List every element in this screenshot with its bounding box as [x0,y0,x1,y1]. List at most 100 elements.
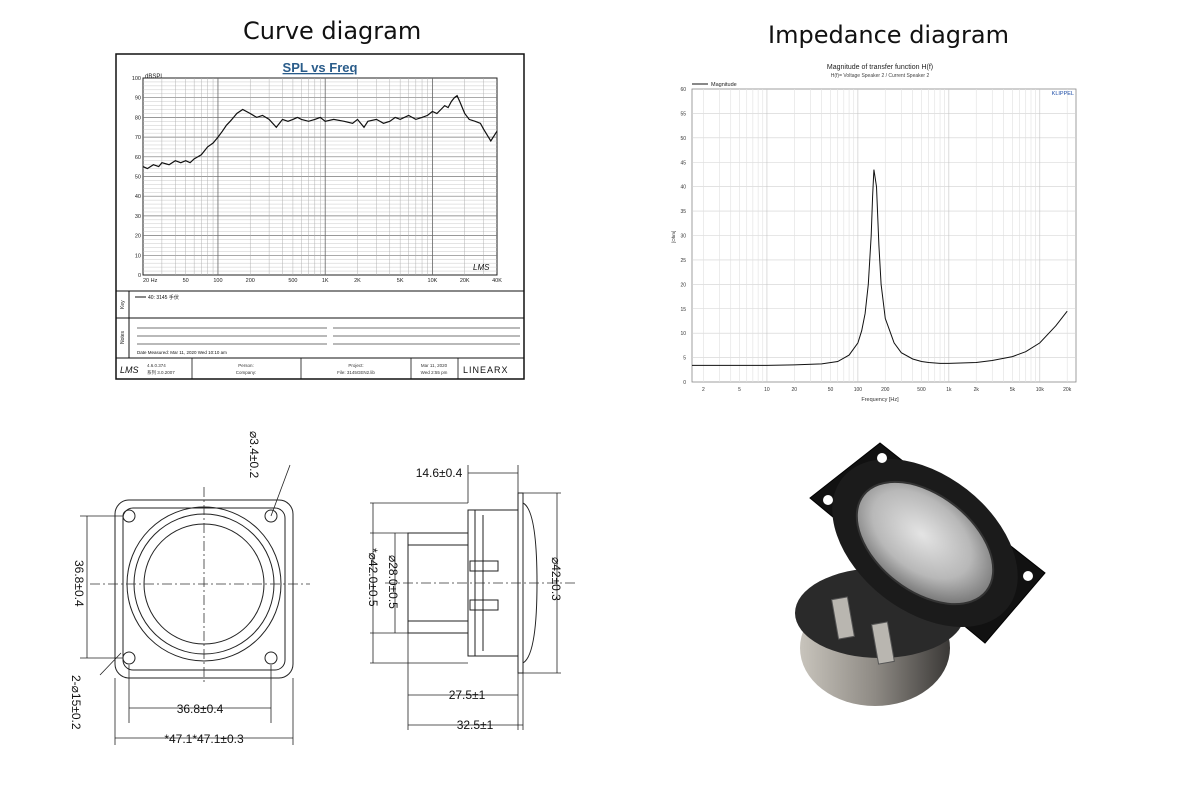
speaker-terminal-1 [831,596,855,640]
front-dim-width: 36.8±0.4 [177,702,224,716]
spl-x-tick: 50 [183,278,189,284]
side-dim-inner-dia: ⌀28.0±0.5 [386,555,400,609]
imp-x-tick: 100 [854,387,863,393]
spl-x-tick: 2K [354,278,361,284]
imp-y-tick: 5 [683,356,686,362]
spl-x-tick: 40K [492,278,502,284]
front-view-drawing: ⌀3.4±0.2 36.8±0.4 36.8±0.4 *47.1*47.1±0.… [69,431,310,746]
imp-x-tick: 50 [828,387,834,393]
curve-diagram-heading: Curve diagram [243,17,422,45]
spl-chart-title: SPL vs Freq [283,60,358,75]
imp-x-tick: 10 [764,387,770,393]
imp-x-tick: 20k [1063,387,1072,393]
spl-footer-company: Company: [236,370,257,375]
front-mount-hole-br [264,651,278,665]
imp-x-tick: 5 [738,387,741,393]
spl-y-tick: 0 [138,273,141,279]
front-dim-height: 36.8±0.4 [72,560,86,607]
side-dim-outer-dia: ⌀42±0.3 [549,557,563,601]
spl-y-unit: dBSPL [145,74,164,80]
imp-y-tick: 60 [680,87,686,93]
speaker-product-photo [795,442,1046,706]
imp-x-tick: 500 [917,387,926,393]
spl-date-measured: Date Measured: Mar 11, 2020 Wed 10:10 am [137,350,227,355]
spl-footer-version: 4.6.0.374 [147,363,166,368]
spl-footer-logo: LMS [120,365,139,375]
spl-y-tick: 50 [135,175,141,181]
front-dim-hole: ⌀3.4±0.2 [247,431,261,479]
spl-footer-person: Person: [238,363,254,368]
spl-footer-brand: LINEARX [463,365,509,375]
side-terminal-top [469,560,499,572]
spl-y-tick: 60 [135,155,141,161]
spl-grid [143,78,497,275]
side-dim-depth2: 32.5±1 [457,718,494,732]
imp-y-tick: 30 [680,234,686,240]
spl-footer: LMS 4.6.0.374 系列 3.0.2007 Person: Compan… [120,358,509,379]
imp-y-label: [Ohm] [671,231,676,243]
front-dim-holes: 2-⌀15±0.2 [69,675,83,730]
spl-footer-file: File: 3145GEN2.lib [337,370,375,375]
spl-footer-date: Mar 11, 2020 [421,363,448,368]
spl-y-tick: 10 [135,253,141,259]
front-mount-hole-tr [264,509,278,523]
imp-y-tick: 50 [680,136,686,142]
spl-y-tick: 40 [135,194,141,200]
speaker-mount-hole-1 [823,495,833,505]
imp-chart-title: Magnitude of transfer function H(f) [827,64,933,71]
spl-y-tick: 100 [132,76,141,82]
spl-legend-entry: 40: 3145 手伏 [148,294,179,301]
spl-footer-project: Project: [348,363,363,368]
imp-y-tick: 0 [683,380,686,386]
spl-x-tick: 200 [246,278,255,284]
spl-footer-time: Wed 2:55 pm [421,370,448,375]
imp-series-line [692,169,1068,366]
spl-y-tick: 30 [135,214,141,220]
spl-notes-lines [137,327,520,345]
spl-key-side-label: Key [120,300,126,309]
spl-series-line [142,94,498,170]
imp-x-tick: 20 [792,387,798,393]
imp-y-tick: 45 [680,160,686,166]
speaker-terminal-2 [871,621,895,665]
imp-y-tick: 40 [680,185,686,191]
spl-footer-version2: 系列 3.0.2007 [147,369,175,376]
spl-logo-plot: LMS [473,263,490,272]
imp-chart-subtitle: H(f)= Voltage Speaker 2 / Current Speake… [831,73,930,79]
imp-legend-label: Magnitude [711,82,737,88]
spl-chart-panel: SPL vs Freq dBSPL 1009080706050403020100… [115,53,525,380]
imp-y-tick: 25 [680,258,686,264]
imp-y-tick: 10 [680,331,686,337]
spl-x-tick: 5K [397,278,404,284]
impedance-chart-panel: Magnitude of transfer function H(f) H(f)… [671,64,1077,403]
imp-y-tick: 55 [680,111,686,117]
imp-x-tick: 10k [1036,387,1045,393]
side-dim-depth1: 27.5±1 [449,688,486,702]
imp-y-tick: 15 [680,307,686,313]
spl-x-tick: 100 [213,278,222,284]
front-mount-hole-bl [122,651,136,665]
imp-brand: KLIPPEL [1052,91,1074,97]
imp-y-tick: 35 [680,209,686,215]
speaker-cone [856,481,994,605]
spl-x-tick: 20 Hz [143,278,158,284]
spl-x-tick: 10K [428,278,438,284]
side-view-drawing: 14.6±0.4 ⌀28.0±0.5 *⌀42.0±0.5 ⌀42±0.3 27… [366,465,575,732]
spl-x-tick-labels: 20 Hz 50 100 200 500 1K 2K 5K 10K 20K 40K [143,278,502,284]
side-terminal-bottom [469,599,499,611]
side-dim-mid-dia: *⌀42.0±0.5 [366,548,380,607]
spl-x-tick: 20K [460,278,470,284]
imp-y-tick: 20 [680,282,686,288]
imp-x-tick: 5k [1010,387,1016,393]
spl-y-tick: 80 [135,115,141,121]
spl-notes-side-label: Notes [120,330,126,344]
imp-x-tick: 200 [881,387,890,393]
imp-x-label: Frequency [Hz] [861,397,899,403]
speaker-mount-hole-3 [1023,571,1033,581]
spl-x-tick: 1K [322,278,329,284]
imp-x-tick: 2k [974,387,980,393]
side-dim-top: 14.6±0.4 [416,466,463,480]
impedance-diagram-heading: Impedance diagram [768,21,1009,49]
